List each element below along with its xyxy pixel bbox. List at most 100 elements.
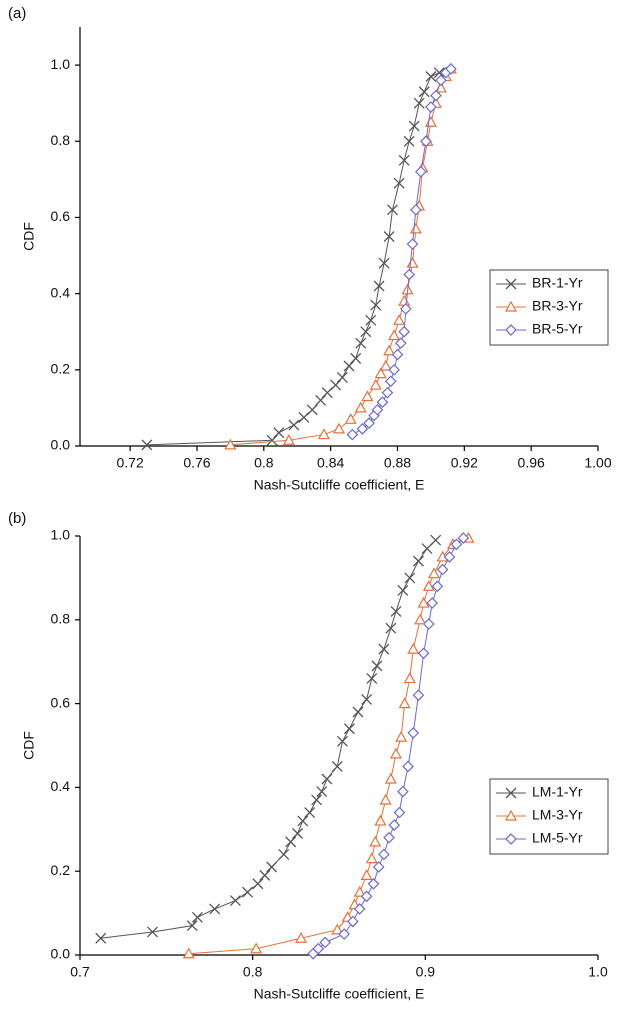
y-tick-label: 0.0 xyxy=(51,946,71,962)
y-tick-label: 0.8 xyxy=(51,611,71,627)
marker xyxy=(306,404,318,416)
marker xyxy=(229,895,241,906)
marker xyxy=(398,154,410,166)
marker xyxy=(505,787,517,799)
marker xyxy=(406,256,419,268)
marker xyxy=(403,672,416,684)
series-line xyxy=(146,72,440,446)
x-tick-label: 0.84 xyxy=(317,455,344,471)
marker xyxy=(250,942,263,954)
marker xyxy=(383,231,395,242)
marker xyxy=(402,760,414,773)
marker xyxy=(409,222,422,234)
marker xyxy=(353,885,366,897)
marker xyxy=(412,555,424,567)
marker xyxy=(384,772,397,784)
marker xyxy=(350,352,362,364)
marker xyxy=(360,890,373,903)
marker xyxy=(390,605,402,617)
marker xyxy=(355,337,367,349)
x-tick-label: 0.7 xyxy=(70,964,90,980)
marker xyxy=(383,344,396,356)
marker xyxy=(388,363,400,376)
marker xyxy=(505,324,517,336)
marker xyxy=(404,572,416,584)
marker xyxy=(398,295,411,306)
x-tick-label: 0.76 xyxy=(183,455,210,471)
marker xyxy=(408,120,420,132)
marker xyxy=(430,89,442,102)
series-line xyxy=(312,537,464,955)
marker xyxy=(436,563,449,576)
marker xyxy=(397,585,409,596)
y-tick-label: 0.6 xyxy=(51,694,71,710)
marker xyxy=(336,371,348,383)
marker xyxy=(410,203,422,216)
marker xyxy=(360,326,372,338)
y-tick-label: 1.0 xyxy=(51,56,71,72)
marker xyxy=(427,567,440,579)
marker xyxy=(343,360,355,372)
marker xyxy=(360,869,373,880)
marker xyxy=(242,886,253,898)
y-tick-label: 0.2 xyxy=(51,361,71,377)
legend-label: LM-3-Yr xyxy=(532,807,583,823)
marker xyxy=(399,303,412,315)
marker xyxy=(407,642,420,654)
marker xyxy=(424,115,437,127)
marker xyxy=(407,727,420,739)
marker xyxy=(383,831,395,844)
marker xyxy=(398,325,411,338)
marker xyxy=(445,63,457,75)
marker xyxy=(388,819,401,831)
marker xyxy=(393,177,405,189)
marker xyxy=(395,730,408,742)
x-tick-label: 0.72 xyxy=(117,455,144,471)
x-tick-label: 1.00 xyxy=(584,455,611,471)
y-axis-label: CDF xyxy=(21,222,37,251)
marker xyxy=(331,760,343,772)
marker xyxy=(417,647,430,660)
y-tick-label: 0.0 xyxy=(51,437,71,453)
x-tick-label: 0.8 xyxy=(254,455,274,471)
marker xyxy=(391,348,404,361)
marker xyxy=(406,238,419,250)
marker xyxy=(343,723,355,735)
marker xyxy=(372,861,385,873)
marker xyxy=(346,428,359,441)
marker xyxy=(209,903,221,915)
marker xyxy=(371,660,383,672)
marker xyxy=(414,613,427,625)
marker xyxy=(366,673,378,684)
legend-label: BR-5-Yr xyxy=(532,321,583,337)
marker xyxy=(398,697,411,709)
marker xyxy=(443,551,456,563)
marker xyxy=(186,920,198,932)
marker xyxy=(354,401,367,413)
marker xyxy=(147,926,158,938)
x-axis-label: Nash-Sutcliffe coefficient, E xyxy=(254,986,425,1002)
legend-label: BR-3-Yr xyxy=(532,298,583,314)
marker xyxy=(330,379,342,391)
marker xyxy=(252,878,264,890)
marker xyxy=(379,793,392,805)
marker xyxy=(426,597,439,609)
marker xyxy=(315,394,327,406)
marker xyxy=(421,543,433,555)
y-tick-label: 0.4 xyxy=(51,778,71,794)
marker xyxy=(259,869,271,881)
marker xyxy=(433,67,445,79)
marker xyxy=(403,135,415,147)
marker xyxy=(393,314,406,325)
marker xyxy=(353,903,366,915)
x-axis-label: Nash-Sutcliffe coefficient, E xyxy=(254,477,425,493)
series-line xyxy=(188,537,469,955)
marker xyxy=(376,396,389,409)
y-axis-label: CDF xyxy=(21,731,37,760)
marker xyxy=(346,915,359,928)
marker xyxy=(224,438,237,450)
panel-label: (a) xyxy=(8,5,26,22)
legend-label: LM-1-Yr xyxy=(532,784,583,800)
marker xyxy=(95,932,107,944)
marker xyxy=(397,785,409,798)
